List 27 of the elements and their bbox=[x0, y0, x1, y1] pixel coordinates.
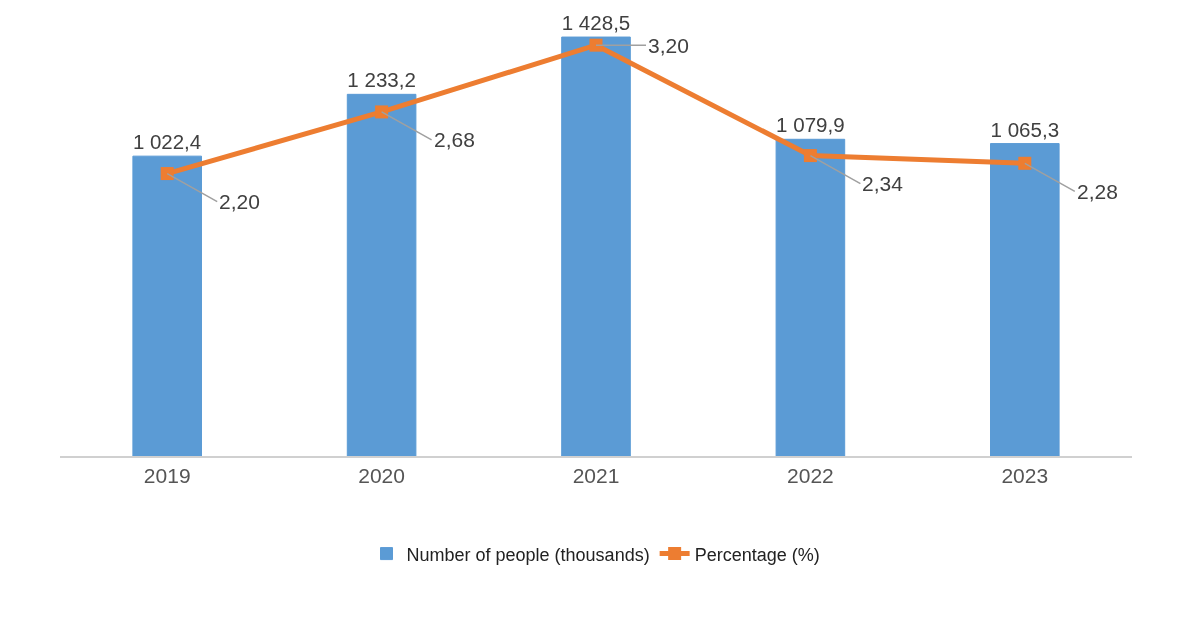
data-label: 1 022,4 bbox=[132, 130, 202, 154]
data-label: 1 233,2 bbox=[347, 68, 416, 92]
data-label: 1 079,9 bbox=[776, 113, 845, 137]
data-label: 2,28 bbox=[1077, 180, 1118, 203]
bar bbox=[346, 93, 417, 456]
data-label: 2,34 bbox=[862, 172, 904, 195]
bar bbox=[561, 36, 631, 456]
point bbox=[803, 149, 817, 163]
data-label: 3,20 bbox=[648, 34, 689, 57]
legend-label: Number of people (thousands) bbox=[406, 544, 650, 565]
bar bbox=[990, 143, 1060, 456]
point bbox=[589, 38, 603, 52]
point bbox=[160, 167, 174, 181]
point bbox=[1018, 156, 1032, 170]
bar bbox=[132, 155, 202, 456]
data-label: 1 065,3 bbox=[990, 117, 1060, 141]
x-tick-label: 2023 bbox=[1001, 464, 1049, 488]
x-tick-label: 2022 bbox=[787, 464, 834, 488]
legend-label: Percentage (%) bbox=[694, 544, 820, 565]
data-label: 2,68 bbox=[434, 128, 475, 151]
point bbox=[375, 105, 389, 119]
x-tick-label: 2021 bbox=[572, 464, 620, 488]
bar bbox=[775, 138, 846, 456]
data-label: 2,20 bbox=[219, 190, 260, 213]
data-label: 1 428,5 bbox=[561, 11, 631, 35]
x-tick-label: 2020 bbox=[358, 464, 405, 488]
x-tick-label: 2019 bbox=[143, 464, 191, 488]
